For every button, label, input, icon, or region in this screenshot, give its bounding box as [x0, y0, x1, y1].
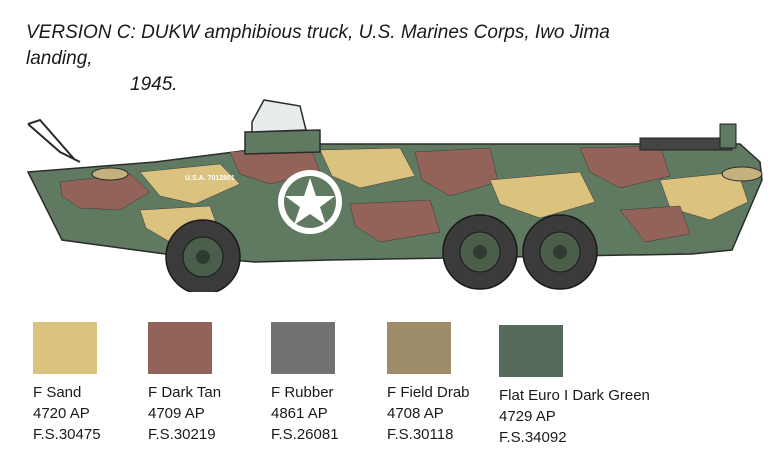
swatch-sand: F Sand 4720 AP F.S.30475: [33, 322, 101, 445]
serial-number: U.S.A. 7012801: [185, 175, 235, 182]
star-insignia: [278, 170, 342, 234]
rope-coil-rear: [721, 166, 763, 182]
swatch-code: 4709 AP: [148, 405, 205, 422]
caption-line-2: 1945.: [130, 74, 178, 95]
wheel-middle: [442, 214, 518, 290]
rope-coil-front: [91, 167, 129, 181]
swatch-name: F Rubber: [271, 384, 334, 401]
swatch-code: 4720 AP: [33, 405, 90, 422]
swatch-field-drab: F Field Drab 4708 AP F.S.30118: [387, 322, 470, 445]
swatch-color: [387, 322, 451, 374]
swatch-color: [148, 322, 212, 374]
swatch-name: F Sand: [33, 384, 82, 401]
swatch-fs: F.S.34092: [499, 429, 567, 446]
swatch-code: 4861 AP: [271, 405, 328, 422]
swatch-fs: F.S.30475: [33, 426, 101, 443]
rear-rack: [639, 137, 733, 151]
swatch-code: 4729 AP: [499, 408, 556, 425]
swatch-name: F Dark Tan: [148, 384, 222, 401]
swatch-color: [271, 322, 335, 374]
wheel-front: [165, 219, 241, 292]
swatch-code: 4708 AP: [387, 405, 444, 422]
swatch-name: F Field Drab: [387, 384, 470, 401]
wheel-rear: [522, 214, 598, 290]
swatch-dark-green: Flat Euro I Dark Green 4729 AP F.S.34092: [499, 325, 650, 448]
swatch-fs: F.S.30219: [148, 426, 216, 443]
swatch-fs: F.S.30118: [387, 426, 454, 443]
swatch-name: Flat Euro I Dark Green: [499, 387, 650, 404]
swatch-color: [33, 322, 97, 374]
windshield: [251, 99, 307, 133]
cabin: [244, 129, 321, 155]
front-crane: [27, 118, 81, 163]
swatch-fs: F.S.26081: [271, 426, 339, 443]
swatch-dark-tan: F Dark Tan 4709 AP F.S.30219: [148, 322, 221, 445]
swatch-rubber: F Rubber 4861 AP F.S.26081: [271, 322, 339, 445]
caption-line-1: VERSION C: DUKW amphibious truck, U.S. M…: [26, 22, 610, 69]
jerry-can: [719, 123, 737, 149]
swatch-color: [499, 325, 563, 377]
dukw-illustration: U.S.A. 7012801: [26, 99, 763, 292]
caption: VERSION C: DUKW amphibious truck, U.S. M…: [26, 20, 666, 98]
